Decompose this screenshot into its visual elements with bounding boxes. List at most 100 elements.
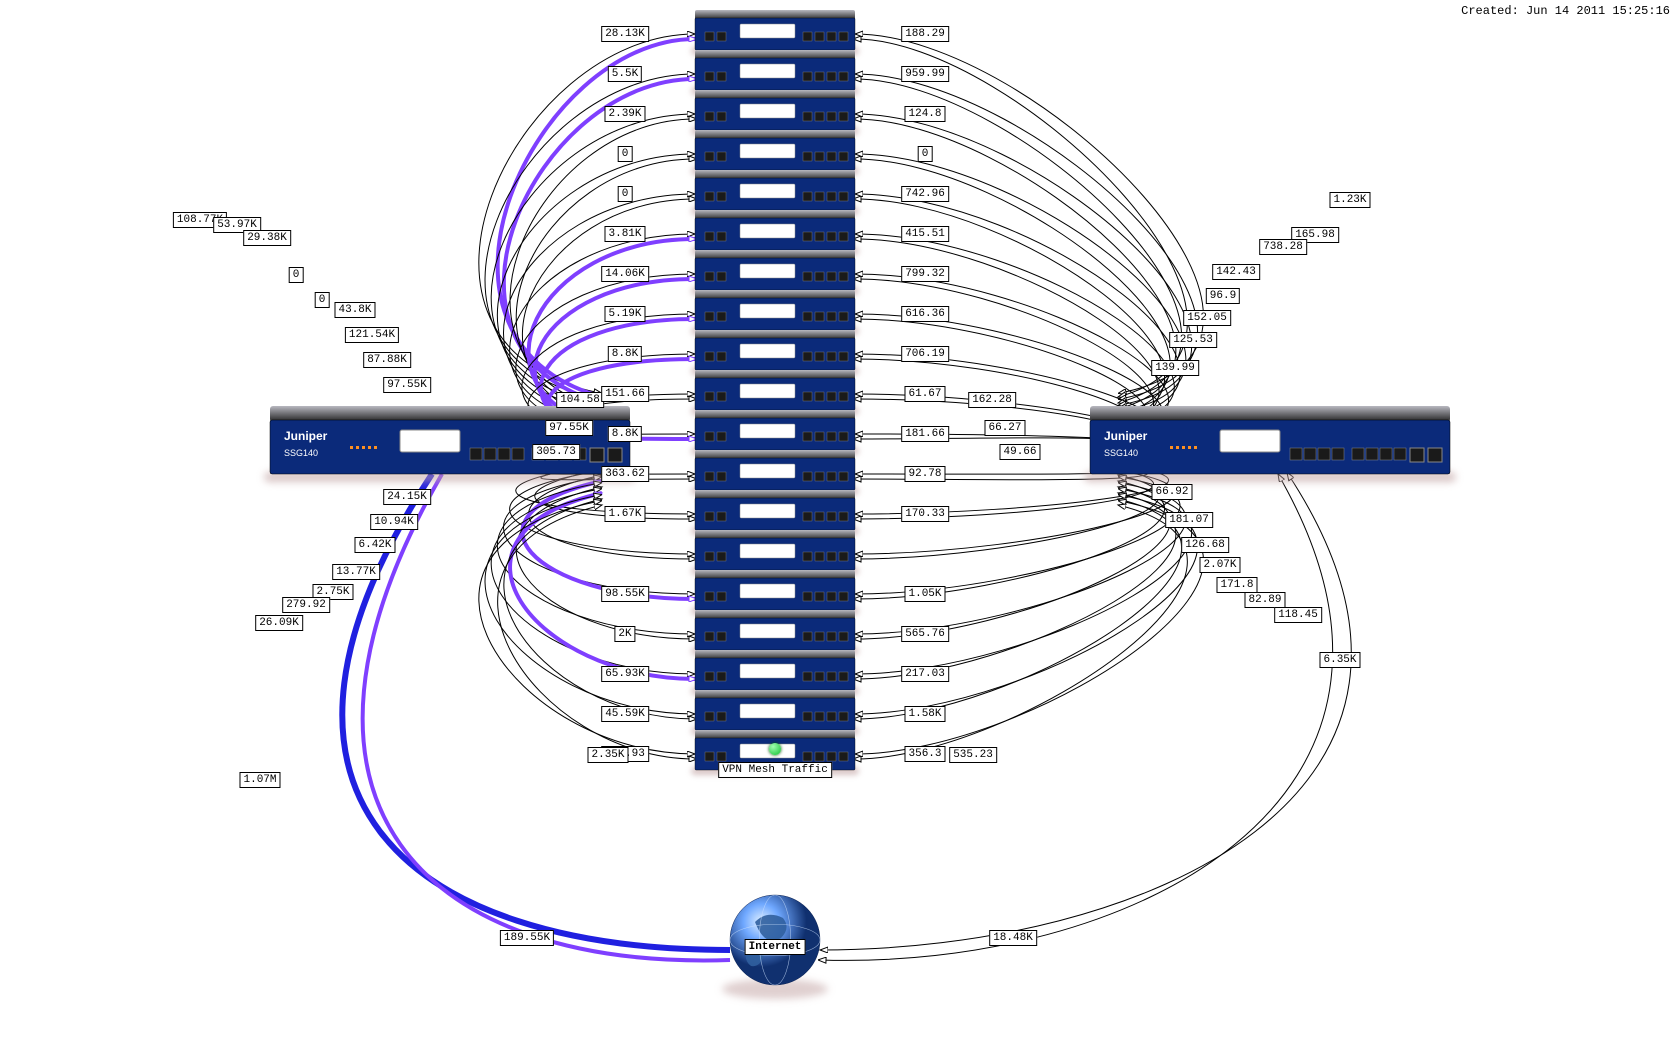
main-router: Juniper SSG140 xyxy=(264,406,636,482)
traffic-label: 170.33 xyxy=(901,506,949,522)
traffic-label: 6.35K xyxy=(1319,652,1360,668)
traffic-label: 535.23 xyxy=(949,747,997,763)
link xyxy=(479,501,695,754)
traffic-label: 82.89 xyxy=(1244,592,1285,608)
traffic-label: 2.39K xyxy=(604,106,645,122)
stack-device xyxy=(691,370,859,415)
traffic-label: 171.8 xyxy=(1216,577,1257,593)
stack-device xyxy=(691,50,859,95)
traffic-label: 66.27 xyxy=(984,420,1025,436)
traffic-label: 139.99 xyxy=(1151,360,1199,376)
traffic-label: 14.06K xyxy=(601,266,649,282)
traffic-label: 26.09K xyxy=(255,615,303,631)
traffic-label: 305.73 xyxy=(532,444,580,460)
traffic-label: 616.36 xyxy=(901,306,949,322)
traffic-label: 6.42K xyxy=(354,537,395,553)
traffic-label: 217.03 xyxy=(901,666,949,682)
stack-device xyxy=(691,650,859,695)
traffic-label: 65.93K xyxy=(601,666,649,682)
traffic-label: 3.81K xyxy=(604,226,645,242)
stack-device xyxy=(691,450,859,495)
stack-device xyxy=(691,490,859,535)
link xyxy=(491,489,695,674)
stack-device xyxy=(691,250,859,295)
stack-device xyxy=(691,10,859,55)
link xyxy=(485,495,695,714)
traffic-label: 29.38K xyxy=(243,230,291,246)
internet-link-return xyxy=(363,474,730,960)
traffic-label: 98.55K xyxy=(601,586,649,602)
traffic-label: 189.55K xyxy=(500,930,554,946)
traffic-label: 5.5K xyxy=(608,66,642,82)
link xyxy=(498,505,695,759)
traffic-label: 1.58K xyxy=(904,706,945,722)
traffic-label: 1.67K xyxy=(604,506,645,522)
traffic-label: 49.66 xyxy=(999,444,1040,460)
traffic-label: 121.54K xyxy=(345,327,399,343)
stack-device xyxy=(691,210,859,255)
traffic-label: 279.92 xyxy=(282,597,330,613)
traffic-label: 415.51 xyxy=(901,226,949,242)
traffic-label: 10.94K xyxy=(370,514,418,530)
traffic-label: 28.13K xyxy=(601,26,649,42)
traffic-label: 97.55K xyxy=(545,420,593,436)
stack-device xyxy=(691,330,859,375)
traffic-label: 0 xyxy=(289,267,304,283)
traffic-label: 151.66 xyxy=(601,386,649,402)
stack-device xyxy=(691,690,859,735)
traffic-label: 742.96 xyxy=(901,186,949,202)
stack-device xyxy=(691,170,859,215)
link xyxy=(522,481,695,599)
stack-device xyxy=(691,610,859,655)
stack-device xyxy=(691,130,859,175)
network-canvas: Juniper SSG140 Juniper SSG140 xyxy=(0,0,1680,1060)
traffic-label: 13.77K xyxy=(332,564,380,580)
traffic-label: 188.29 xyxy=(901,26,949,42)
traffic-label: 24.15K xyxy=(383,489,431,505)
traffic-label: 43.8K xyxy=(334,302,375,318)
svg-text:Juniper: Juniper xyxy=(1104,429,1148,443)
traffic-label: 799.32 xyxy=(901,266,949,282)
traffic-label: 959.99 xyxy=(901,66,949,82)
traffic-label: 181.07 xyxy=(1165,512,1213,528)
traffic-label: 2.35K xyxy=(587,747,628,763)
svg-text:SSG140: SSG140 xyxy=(1104,448,1138,458)
traffic-label: 18.48K xyxy=(989,930,1037,946)
stack-device xyxy=(691,570,859,615)
traffic-label: 8.8K xyxy=(608,426,642,442)
traffic-label: 706.19 xyxy=(901,346,949,362)
traffic-label: 104.58 xyxy=(556,392,604,408)
link xyxy=(855,499,1182,719)
traffic-label: 152.05 xyxy=(1183,310,1231,326)
timestamp: Created: Jun 14 2011 15:25:16 xyxy=(1461,4,1670,18)
traffic-label: 124.8 xyxy=(904,106,945,122)
traffic-label: 87.88K xyxy=(363,352,411,368)
link xyxy=(516,274,695,429)
traffic-label: 45.59K xyxy=(601,706,649,722)
traffic-label: 0 xyxy=(918,146,933,162)
traffic-label: 61.67 xyxy=(904,386,945,402)
traffic-label: 162.28 xyxy=(968,392,1016,408)
internet-caption: Internet xyxy=(745,939,806,955)
link xyxy=(510,471,695,554)
traffic-label: 8.8K xyxy=(608,346,642,362)
traffic-label: 181.66 xyxy=(901,426,949,442)
traffic-label: 2.07K xyxy=(1199,557,1240,573)
internet-link-heavy xyxy=(342,474,730,950)
traffic-label: 97.55K xyxy=(383,377,431,393)
link xyxy=(485,74,695,399)
svg-text:Juniper: Juniper xyxy=(284,429,328,443)
traffic-label: 1.07M xyxy=(239,772,280,788)
traffic-label: 738.28 xyxy=(1259,239,1307,255)
internet-link xyxy=(820,474,1333,960)
svg-text:SSG140: SSG140 xyxy=(284,448,318,458)
main-router: Juniper SSG140 xyxy=(1084,406,1456,482)
stack-device xyxy=(691,410,859,455)
traffic-label: 1.23K xyxy=(1329,192,1370,208)
traffic-label: 2K xyxy=(614,626,635,642)
traffic-label: 0 xyxy=(618,186,633,202)
stack-device xyxy=(691,530,859,575)
traffic-label: 126.68 xyxy=(1181,537,1229,553)
traffic-label: 1.05K xyxy=(904,586,945,602)
traffic-label: 142.43 xyxy=(1212,264,1260,280)
